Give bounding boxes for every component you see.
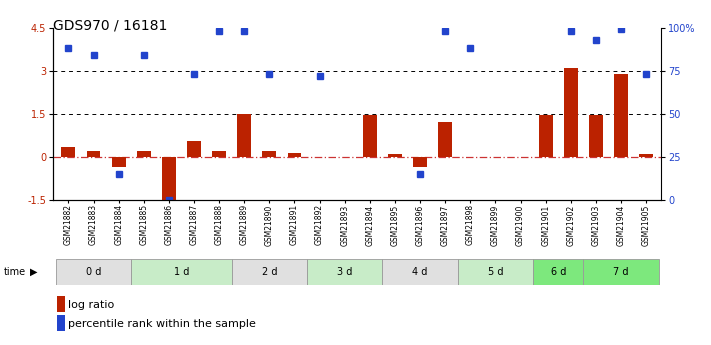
Bar [458,259,533,285]
Text: 6 d: 6 d [550,267,566,277]
Bar [232,259,307,285]
Bar [212,151,226,157]
Bar [589,115,603,157]
Text: time: time [4,267,26,276]
Bar [87,151,100,157]
Bar [639,154,653,157]
Bar [262,151,277,157]
Text: GDS970 / 16181: GDS970 / 16181 [53,19,168,33]
Bar [61,147,75,157]
Text: 0 d: 0 d [86,267,101,277]
Bar [307,259,383,285]
Text: ▶: ▶ [30,267,38,276]
Bar [413,157,427,167]
Text: 2 d: 2 d [262,267,277,277]
Bar [56,259,132,285]
Bar [187,141,201,157]
Text: 1 d: 1 d [173,267,189,277]
Text: 7 d: 7 d [614,267,629,277]
Bar [287,152,301,157]
Bar [112,157,126,167]
Bar [237,114,251,157]
Text: 3 d: 3 d [337,267,353,277]
Bar [132,259,232,285]
Bar [533,259,583,285]
Text: log ratio: log ratio [68,300,114,310]
Bar [162,157,176,201]
Bar [564,68,578,157]
Bar [583,259,658,285]
Bar [363,115,377,157]
Bar [383,259,458,285]
Bar [614,73,628,157]
Text: percentile rank within the sample: percentile rank within the sample [68,319,256,329]
Bar [388,154,402,157]
Text: 4 d: 4 d [412,267,428,277]
Bar [539,115,552,157]
Bar [137,151,151,157]
Text: 5 d: 5 d [488,267,503,277]
Bar [438,122,452,157]
